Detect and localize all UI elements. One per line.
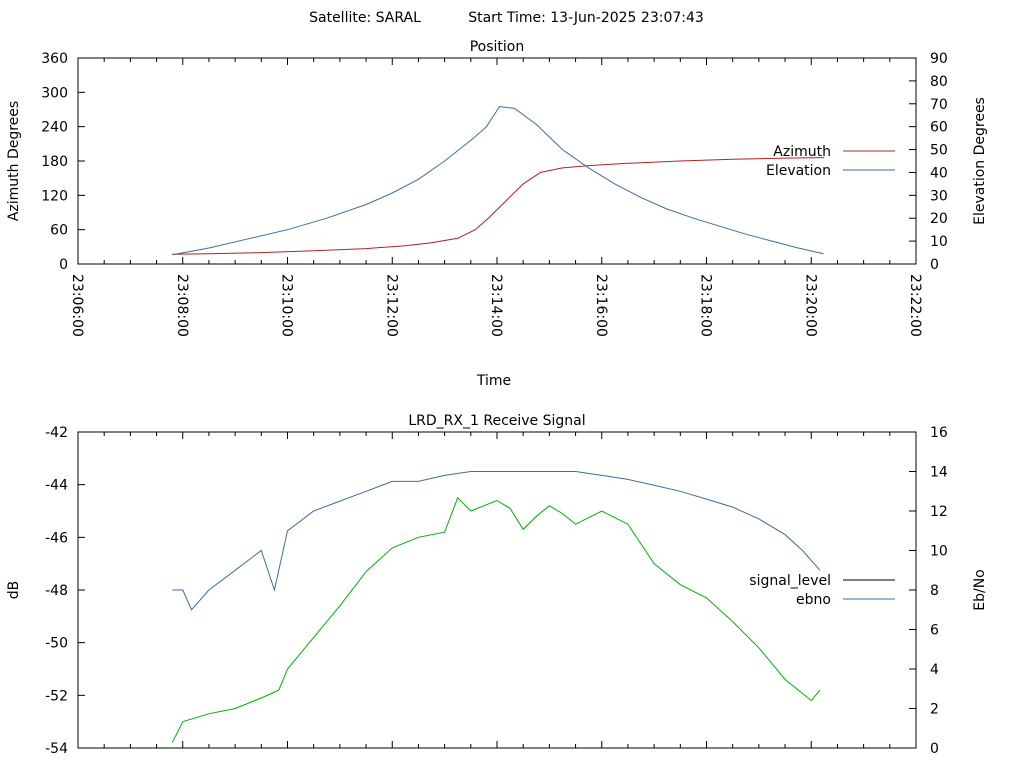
start-time-title: Start Time: 13-Jun-2025 23:07:43	[468, 10, 704, 26]
y2-tick-label: 50	[930, 143, 948, 159]
chart-title: Position	[470, 39, 525, 55]
x-tick-label: 23:22:00	[907, 274, 923, 337]
y-tick-label: -44	[45, 478, 68, 494]
x-tick-label: 23:08:00	[174, 274, 190, 337]
legend-label: Elevation	[766, 163, 831, 179]
series-line-elevation	[172, 105, 824, 256]
y2-tick-label: 10	[930, 234, 948, 250]
y-tick-label: 0	[59, 257, 68, 273]
y2-tick-label: 0	[930, 741, 939, 757]
x-tick-label: 23:18:00	[698, 274, 714, 337]
y2-tick-label: 10	[930, 544, 948, 560]
x-tick-label: 23:06:00	[69, 274, 85, 337]
y-tick-label: -54	[45, 741, 68, 757]
series-line-ebno	[172, 471, 821, 611]
y2-tick-label: 6	[930, 623, 939, 639]
y2-tick-label: 2	[930, 702, 939, 718]
y-tick-label: 180	[41, 154, 68, 170]
y2-tick-label: 0	[930, 257, 939, 273]
y2-tick-label: 30	[930, 188, 948, 204]
y-tick-label: -42	[45, 425, 68, 441]
y-tick-label: -48	[45, 583, 68, 599]
chart-title: LRD_RX_1 Receive Signal	[408, 413, 585, 429]
satellite-title: Satellite: SARAL	[309, 10, 421, 26]
y-tick-label: 120	[41, 188, 68, 204]
x-tick-label: 23:10:00	[279, 274, 295, 337]
y-tick-label: -50	[45, 636, 68, 652]
y-tick-label: 300	[41, 85, 68, 101]
legend-label: ebno	[796, 592, 831, 608]
y-tick-label: 60	[50, 223, 68, 239]
y2-tick-label: 14	[930, 465, 948, 481]
y2-tick-label: 4	[930, 662, 939, 678]
plot-frame	[77, 57, 917, 265]
y2-tick-label: 70	[930, 97, 948, 113]
receive-signal-chart: LRD_RX_1 Receive Signal -54 -52 -50 -48 -46 -4…	[6, 413, 988, 757]
y2-tick-label: 20	[930, 211, 948, 227]
y2-tick-label: 60	[930, 120, 948, 136]
y-axis-label: Azimuth Degrees	[6, 101, 22, 221]
y2-tick-label: 8	[930, 583, 939, 599]
y2-tick-label: 40	[930, 165, 948, 181]
legend-label: Azimuth	[773, 144, 831, 160]
series-line-trace	[171, 496, 821, 743]
x-tick-label: 23:20:00	[802, 274, 818, 337]
plot-frame	[77, 431, 917, 749]
legend-label: signal_level	[749, 573, 831, 589]
y-axis-label: dB	[6, 581, 22, 600]
y2-axis-label: Elevation Degrees	[972, 97, 988, 225]
y2-axis-label: Eb/No	[972, 569, 988, 611]
x-tick-label: 23:16:00	[593, 274, 609, 337]
series-line-azimuth	[172, 157, 825, 255]
y-tick-label: -46	[45, 530, 68, 546]
y-tick-label: 240	[41, 120, 68, 136]
y-tick-label: -52	[45, 688, 68, 704]
x-tick-label: 23:14:00	[488, 274, 504, 337]
x-tick-label: 23:12:00	[383, 274, 399, 337]
y2-tick-label: 90	[930, 51, 948, 67]
x-axis-label: Time	[476, 373, 511, 389]
position-chart: Position 0 60 120 180 240 300 360 0 10 20 30 40 50 60 7…	[6, 39, 988, 389]
y2-tick-label: 16	[930, 425, 948, 441]
y2-tick-label: 80	[930, 74, 948, 90]
y-tick-label: 360	[41, 51, 68, 67]
y2-tick-label: 12	[930, 504, 948, 520]
